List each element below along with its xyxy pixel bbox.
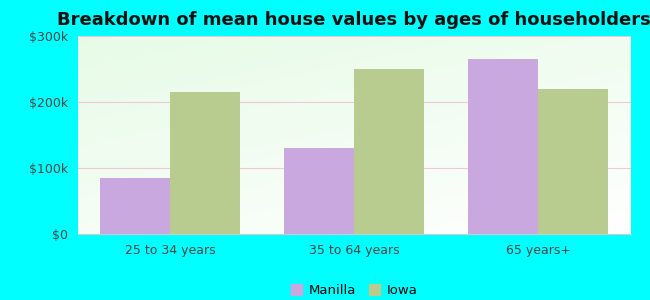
Bar — [100, 178, 170, 234]
Bar — [538, 89, 608, 234]
Legend: Manilla, Iowa: Manilla, Iowa — [286, 279, 422, 300]
Title: Breakdown of mean house values by ages of householders: Breakdown of mean house values by ages o… — [57, 11, 650, 29]
Bar — [354, 69, 424, 234]
Bar — [284, 148, 354, 234]
Bar — [469, 59, 538, 234]
Bar — [170, 92, 240, 234]
